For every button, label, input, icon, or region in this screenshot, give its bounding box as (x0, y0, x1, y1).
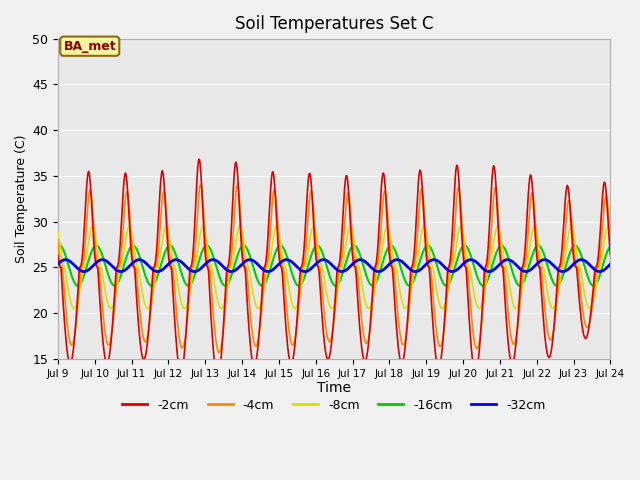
-2cm (607, 253, 614, 259)
-2cm (195, 156, 203, 162)
-2cm (207, 310, 214, 316)
-16cm (65, 263, 72, 268)
-4cm (207, 278, 214, 284)
-16cm (419, 251, 426, 257)
-4cm (121, 203, 129, 209)
-4cm (403, 328, 411, 334)
-16cm (402, 280, 410, 286)
-2cm (121, 172, 129, 178)
-4cm (607, 238, 614, 243)
-8cm (207, 263, 214, 268)
-8cm (122, 238, 129, 244)
-32cm (61, 257, 69, 263)
-8cm (178, 301, 186, 307)
-2cm (403, 326, 411, 332)
-32cm (596, 269, 604, 275)
-32cm (65, 258, 72, 264)
-16cm (54, 243, 61, 249)
-8cm (604, 223, 612, 229)
Line: -2cm: -2cm (58, 159, 611, 377)
-32cm (54, 261, 61, 267)
Line: -4cm: -4cm (58, 184, 611, 352)
-8cm (70, 306, 78, 312)
-16cm (178, 271, 186, 277)
-16cm (56, 242, 63, 248)
-2cm (64, 353, 72, 359)
Line: -32cm: -32cm (58, 260, 611, 272)
-8cm (402, 306, 410, 312)
-4cm (197, 181, 205, 187)
-16cm (607, 243, 614, 249)
Line: -16cm: -16cm (58, 245, 611, 286)
-2cm (419, 196, 427, 202)
Text: BA_met: BA_met (63, 40, 116, 53)
-4cm (54, 237, 61, 243)
-4cm (419, 192, 427, 197)
-8cm (607, 229, 614, 235)
-16cm (122, 257, 129, 263)
-16cm (207, 247, 214, 253)
-32cm (178, 259, 186, 265)
-8cm (419, 227, 426, 233)
Title: Soil Temperatures Set C: Soil Temperatures Set C (235, 15, 433, 33)
-4cm (216, 349, 223, 355)
-32cm (402, 263, 410, 268)
-32cm (607, 261, 614, 267)
-8cm (54, 229, 61, 235)
-4cm (177, 343, 185, 348)
Legend: -2cm, -4cm, -8cm, -16cm, -32cm: -2cm, -4cm, -8cm, -16cm, -32cm (118, 394, 551, 417)
-2cm (54, 252, 61, 258)
-2cm (214, 374, 221, 380)
-16cm (589, 283, 597, 288)
Line: -8cm: -8cm (58, 226, 611, 309)
-2cm (177, 370, 185, 375)
X-axis label: Time: Time (317, 382, 351, 396)
-32cm (122, 267, 129, 273)
-4cm (64, 326, 72, 332)
-32cm (207, 257, 214, 263)
-32cm (419, 265, 426, 271)
Y-axis label: Soil Temperature (C): Soil Temperature (C) (15, 134, 28, 263)
-8cm (64, 285, 72, 291)
